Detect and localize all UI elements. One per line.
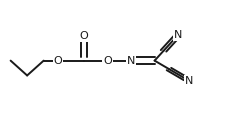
- Text: O: O: [103, 56, 112, 66]
- Text: O: O: [53, 56, 62, 66]
- Text: N: N: [127, 56, 135, 66]
- Text: O: O: [79, 31, 88, 41]
- Text: N: N: [185, 76, 193, 86]
- Text: N: N: [174, 30, 182, 40]
